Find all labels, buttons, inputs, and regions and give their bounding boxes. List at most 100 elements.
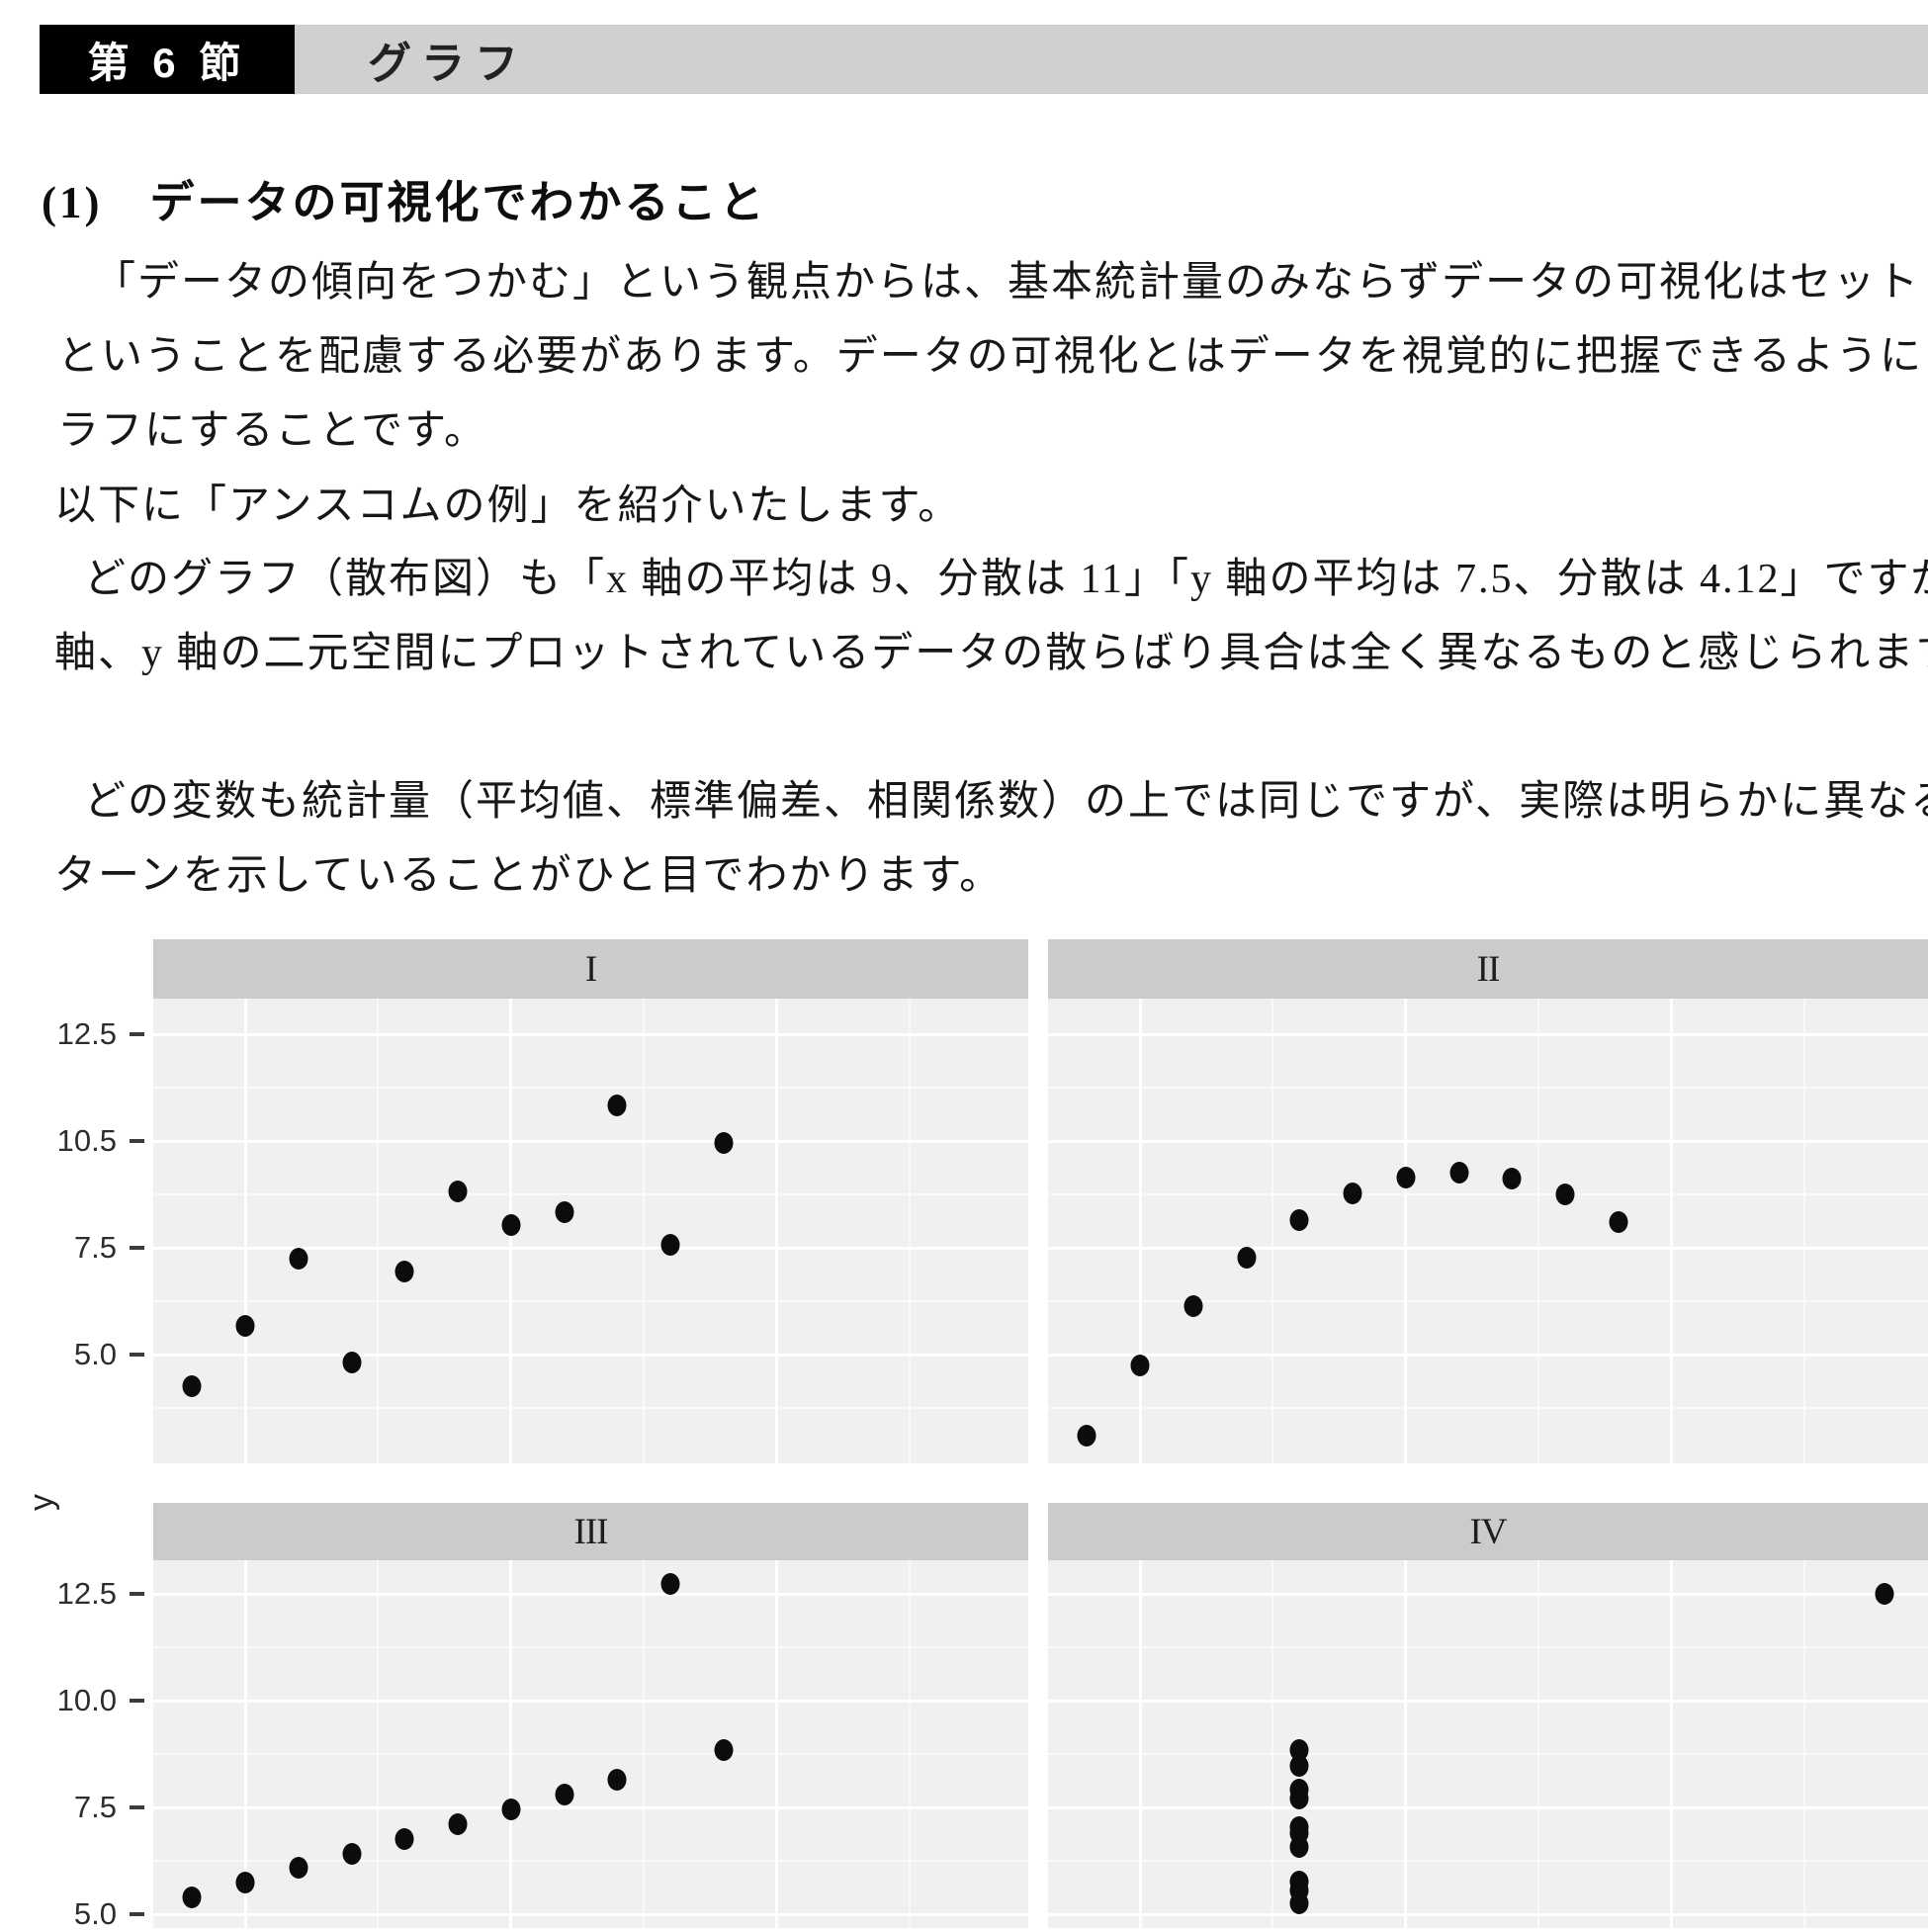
gridline-v-minor	[1537, 999, 1540, 1463]
data-point	[714, 1739, 734, 1762]
gridline-h-major	[1048, 1699, 1928, 1703]
gridline-v-minor	[1271, 999, 1274, 1463]
gridline-v-major	[509, 1560, 513, 1928]
gridline-v-minor	[909, 999, 912, 1463]
data-point	[607, 1768, 627, 1791]
data-point	[235, 1314, 255, 1337]
data-point	[607, 1094, 627, 1116]
data-point	[1609, 1211, 1628, 1234]
gridline-h-major	[1048, 1139, 1928, 1143]
y-axis-tick-mark	[130, 1246, 144, 1250]
gridline-v-minor	[643, 1560, 646, 1928]
data-point	[1237, 1247, 1257, 1270]
gridline-v-minor	[1803, 999, 1806, 1463]
gridline-h-minor	[1048, 1193, 1928, 1195]
y-axis-tick-label: 7.5	[73, 1230, 117, 1265]
data-point	[342, 1842, 362, 1865]
y-axis-tick-mark	[130, 1805, 144, 1809]
y-axis-tick-mark	[130, 1912, 144, 1916]
gridline-h-minor	[1048, 1087, 1928, 1089]
facet-strip-IV: IV	[1048, 1503, 1928, 1560]
data-point	[714, 1131, 734, 1154]
paragraph-1-line-1: 「データの傾向をつかむ」という観点からは、基本統計量のみならずデータの可視化はセ…	[94, 260, 1921, 306]
data-point	[1289, 1209, 1309, 1232]
y-axis-tick-mark	[130, 1353, 144, 1357]
gridline-h-minor	[1048, 1646, 1928, 1648]
gridline-v-major	[1404, 999, 1408, 1463]
gridline-h-minor	[1048, 1300, 1928, 1302]
paragraph-3-line-2: 軸、y 軸の二元空間にプロットされているデータの散らばり具合は全く異なるものと感…	[54, 631, 1928, 676]
gridline-h-major	[1048, 1032, 1928, 1036]
data-point	[555, 1201, 574, 1224]
data-point	[1289, 1779, 1309, 1801]
gridline-v-minor	[1271, 1560, 1274, 1928]
gridline-h-minor	[1048, 1753, 1928, 1755]
data-point	[1875, 1583, 1894, 1605]
gridline-h-major	[153, 1139, 1028, 1143]
paragraph-2-line-1: 以下に「アンスコムの例」を紹介いたします。	[54, 483, 962, 529]
data-point	[182, 1374, 202, 1397]
gridline-v-major	[1404, 1560, 1408, 1928]
gridline-v-major	[243, 999, 247, 1463]
section-title: グラフ	[368, 25, 528, 94]
gridline-h-minor	[153, 1193, 1028, 1195]
facet-plot-I	[153, 999, 1028, 1463]
gridline-h-major	[153, 1699, 1028, 1703]
gridline-v-minor	[1803, 1560, 1806, 1928]
gridline-h-major	[153, 1592, 1028, 1596]
y-axis-tick-mark	[130, 1592, 144, 1596]
gridline-h-major	[153, 1032, 1028, 1036]
data-point	[555, 1783, 574, 1805]
gridline-h-major	[1048, 1592, 1928, 1596]
data-point	[501, 1213, 521, 1236]
data-point	[448, 1812, 468, 1835]
data-point	[289, 1248, 308, 1271]
data-point	[1289, 1755, 1309, 1778]
gridline-h-major	[1048, 1912, 1928, 1916]
gridline-h-minor	[1048, 1860, 1928, 1862]
data-point	[1289, 1822, 1309, 1845]
section-title-label: グラフ	[368, 40, 528, 88]
data-point	[1077, 1425, 1096, 1448]
y-axis-tick-label: 10.5	[56, 1123, 117, 1158]
gridline-v-major	[1670, 999, 1674, 1463]
data-point	[394, 1827, 414, 1850]
paragraph-3-line-1: どのグラフ（散布図）も「x 軸の平均は 9、分散は 11」「y 軸の平均は 7.…	[84, 557, 1928, 602]
data-point	[1343, 1183, 1362, 1205]
facet-plot-III	[153, 1560, 1028, 1928]
data-point	[394, 1260, 414, 1282]
y-axis-tick-label: 5.0	[73, 1896, 117, 1931]
data-point	[501, 1798, 521, 1820]
y-axis-tick-mark	[130, 1032, 144, 1036]
gridline-h-minor	[1048, 1407, 1928, 1409]
facet-strip-III: III	[153, 1503, 1028, 1560]
data-point	[1183, 1295, 1203, 1318]
gridline-h-minor	[153, 1860, 1028, 1862]
gridline-v-minor	[643, 999, 646, 1463]
paragraph-1-line-3: ラフにすることです。	[57, 408, 487, 454]
data-point	[235, 1872, 255, 1894]
data-point	[660, 1233, 680, 1256]
section-header-bar	[40, 25, 1928, 94]
y-axis-tick-label: 5.0	[73, 1337, 117, 1371]
paragraph-4-line-1: どの変数も統計量（平均値、標準偏差、相関係数）の上では同じですが、実際は明らかに…	[84, 779, 1928, 825]
data-point	[660, 1572, 680, 1595]
facet-strip-II: II	[1048, 939, 1928, 999]
gridline-h-major	[1048, 1805, 1928, 1809]
gridline-v-major	[243, 1560, 247, 1928]
gridline-h-major	[153, 1353, 1028, 1357]
facet-plot-II	[1048, 999, 1928, 1463]
data-point	[342, 1351, 362, 1373]
facet-plot-IV	[1048, 1560, 1928, 1928]
gridline-v-major	[1670, 1560, 1674, 1928]
data-point	[1289, 1879, 1309, 1901]
gridline-h-minor	[153, 1407, 1028, 1409]
facet-strip-I: I	[153, 939, 1028, 999]
gridline-v-major	[775, 999, 779, 1463]
y-axis-tick-label: 12.5	[56, 1576, 117, 1611]
gridline-v-major	[1138, 1560, 1142, 1928]
gridline-h-major	[1048, 1353, 1928, 1357]
data-point	[1502, 1167, 1522, 1189]
gridline-h-major	[1048, 1246, 1928, 1250]
gridline-v-major	[775, 1560, 779, 1928]
